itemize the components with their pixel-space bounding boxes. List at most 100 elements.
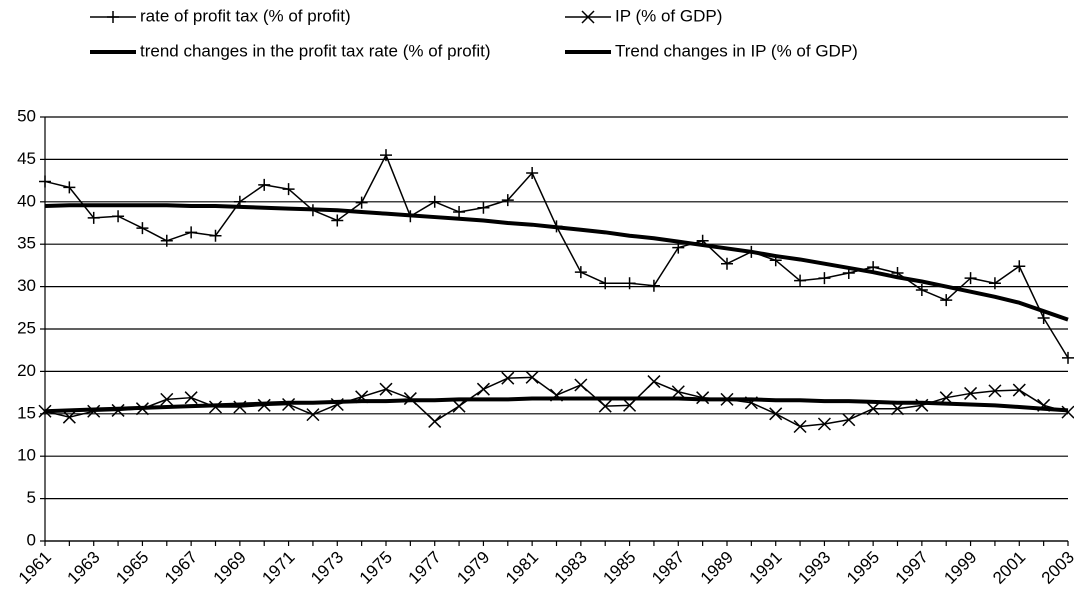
point-marker bbox=[184, 391, 198, 405]
x-tick-label: 1965 bbox=[112, 548, 152, 588]
point-marker bbox=[988, 277, 1001, 290]
x-tick-label: 1969 bbox=[210, 548, 250, 588]
x-tick-label: 1967 bbox=[161, 548, 201, 588]
point-marker bbox=[63, 181, 76, 194]
point-marker bbox=[793, 419, 807, 434]
x-tick-label: 2001 bbox=[989, 548, 1029, 588]
y-tick-label: 20 bbox=[17, 361, 36, 380]
point-marker bbox=[1061, 405, 1074, 419]
point-marker bbox=[1062, 351, 1074, 364]
point-marker bbox=[258, 178, 271, 191]
legend-label: IP (% of GDP) bbox=[615, 6, 722, 25]
legend-marker bbox=[107, 11, 119, 23]
point-marker bbox=[62, 410, 76, 424]
point-marker bbox=[574, 378, 588, 392]
legend-item: Trend changes in IP (% of GDP) bbox=[565, 41, 858, 60]
point-marker bbox=[671, 385, 685, 399]
x-tick-label: 1975 bbox=[356, 548, 396, 588]
x-tick-label: 1987 bbox=[648, 548, 688, 588]
point-marker bbox=[209, 229, 222, 242]
y-tick-label: 5 bbox=[27, 488, 36, 507]
x-tick-label: 1991 bbox=[746, 548, 786, 588]
series-line bbox=[44, 203, 1069, 322]
x-tick-label: 1981 bbox=[502, 548, 542, 588]
point-marker bbox=[477, 201, 490, 214]
y-tick-label: 0 bbox=[27, 530, 36, 549]
point-marker bbox=[525, 370, 539, 384]
series-line bbox=[44, 396, 1069, 414]
x-tick-label: 1997 bbox=[892, 548, 932, 588]
point-marker bbox=[87, 211, 100, 224]
point-marker bbox=[160, 234, 173, 247]
y-tick-label: 15 bbox=[17, 403, 36, 422]
point-marker bbox=[964, 386, 978, 400]
point-marker bbox=[647, 279, 660, 292]
x-tick-label: 1993 bbox=[794, 548, 834, 588]
point-marker bbox=[379, 382, 393, 396]
legend-label: Trend changes in IP (% of GDP) bbox=[615, 41, 858, 60]
point-marker bbox=[769, 407, 783, 421]
point-marker bbox=[1037, 311, 1050, 324]
point-marker bbox=[574, 266, 587, 279]
legend-item: IP (% of GDP) bbox=[565, 6, 722, 25]
point-marker bbox=[112, 210, 125, 223]
x-tick-label: 1977 bbox=[405, 548, 445, 588]
point-marker bbox=[501, 194, 514, 207]
point-marker bbox=[355, 196, 368, 209]
point-marker bbox=[306, 408, 320, 422]
y-tick-label: 30 bbox=[17, 276, 36, 295]
point-marker bbox=[160, 392, 174, 406]
point-marker bbox=[526, 166, 539, 179]
x-tick-label: 1973 bbox=[307, 548, 347, 588]
point-marker bbox=[476, 382, 490, 396]
point-marker bbox=[185, 226, 198, 239]
legend-marker bbox=[581, 10, 595, 24]
point-marker bbox=[452, 399, 466, 413]
x-tick-label: 1971 bbox=[258, 548, 298, 588]
x-tick-label: 2003 bbox=[1038, 548, 1074, 588]
point-marker bbox=[988, 384, 1002, 398]
x-tick-label: 1995 bbox=[843, 548, 883, 588]
point-marker bbox=[428, 195, 441, 208]
point-marker bbox=[1012, 383, 1026, 397]
y-tick-label: 50 bbox=[17, 106, 36, 125]
x-tick-label: 1979 bbox=[453, 548, 493, 588]
point-marker bbox=[940, 294, 953, 307]
point-marker bbox=[501, 371, 515, 385]
point-marker bbox=[331, 214, 344, 227]
point-marker bbox=[721, 257, 733, 270]
point-marker bbox=[380, 149, 392, 162]
point-marker bbox=[598, 399, 612, 413]
point-marker bbox=[647, 375, 661, 389]
point-marker bbox=[599, 277, 612, 290]
point-marker bbox=[453, 205, 466, 218]
point-marker bbox=[964, 272, 977, 285]
y-tick-label: 40 bbox=[17, 191, 36, 210]
series-line bbox=[44, 154, 1069, 359]
point-marker bbox=[136, 222, 149, 235]
legend-label: trend changes in the profit tax rate (% … bbox=[140, 41, 491, 60]
point-marker bbox=[623, 277, 636, 290]
x-tick-label: 1961 bbox=[15, 548, 55, 588]
point-marker bbox=[842, 413, 856, 427]
point-marker bbox=[623, 398, 637, 412]
y-tick-label: 10 bbox=[17, 446, 36, 465]
point-marker bbox=[39, 175, 51, 188]
point-marker bbox=[866, 402, 880, 416]
point-marker bbox=[818, 272, 831, 285]
x-tick-label: 1963 bbox=[64, 548, 104, 588]
x-tick-label: 1989 bbox=[697, 548, 737, 588]
x-tick-label: 1999 bbox=[940, 548, 980, 588]
point-marker bbox=[428, 414, 442, 428]
point-marker bbox=[794, 274, 807, 287]
point-marker bbox=[1013, 260, 1026, 273]
point-marker bbox=[282, 183, 295, 196]
legend-item: rate of profit tax (% of profit) bbox=[90, 6, 351, 25]
y-tick-label: 35 bbox=[17, 234, 36, 253]
x-tick-label: 1985 bbox=[599, 548, 639, 588]
legend-label: rate of profit tax (% of profit) bbox=[140, 6, 351, 25]
point-marker bbox=[817, 417, 831, 431]
y-tick-label: 45 bbox=[17, 149, 36, 168]
